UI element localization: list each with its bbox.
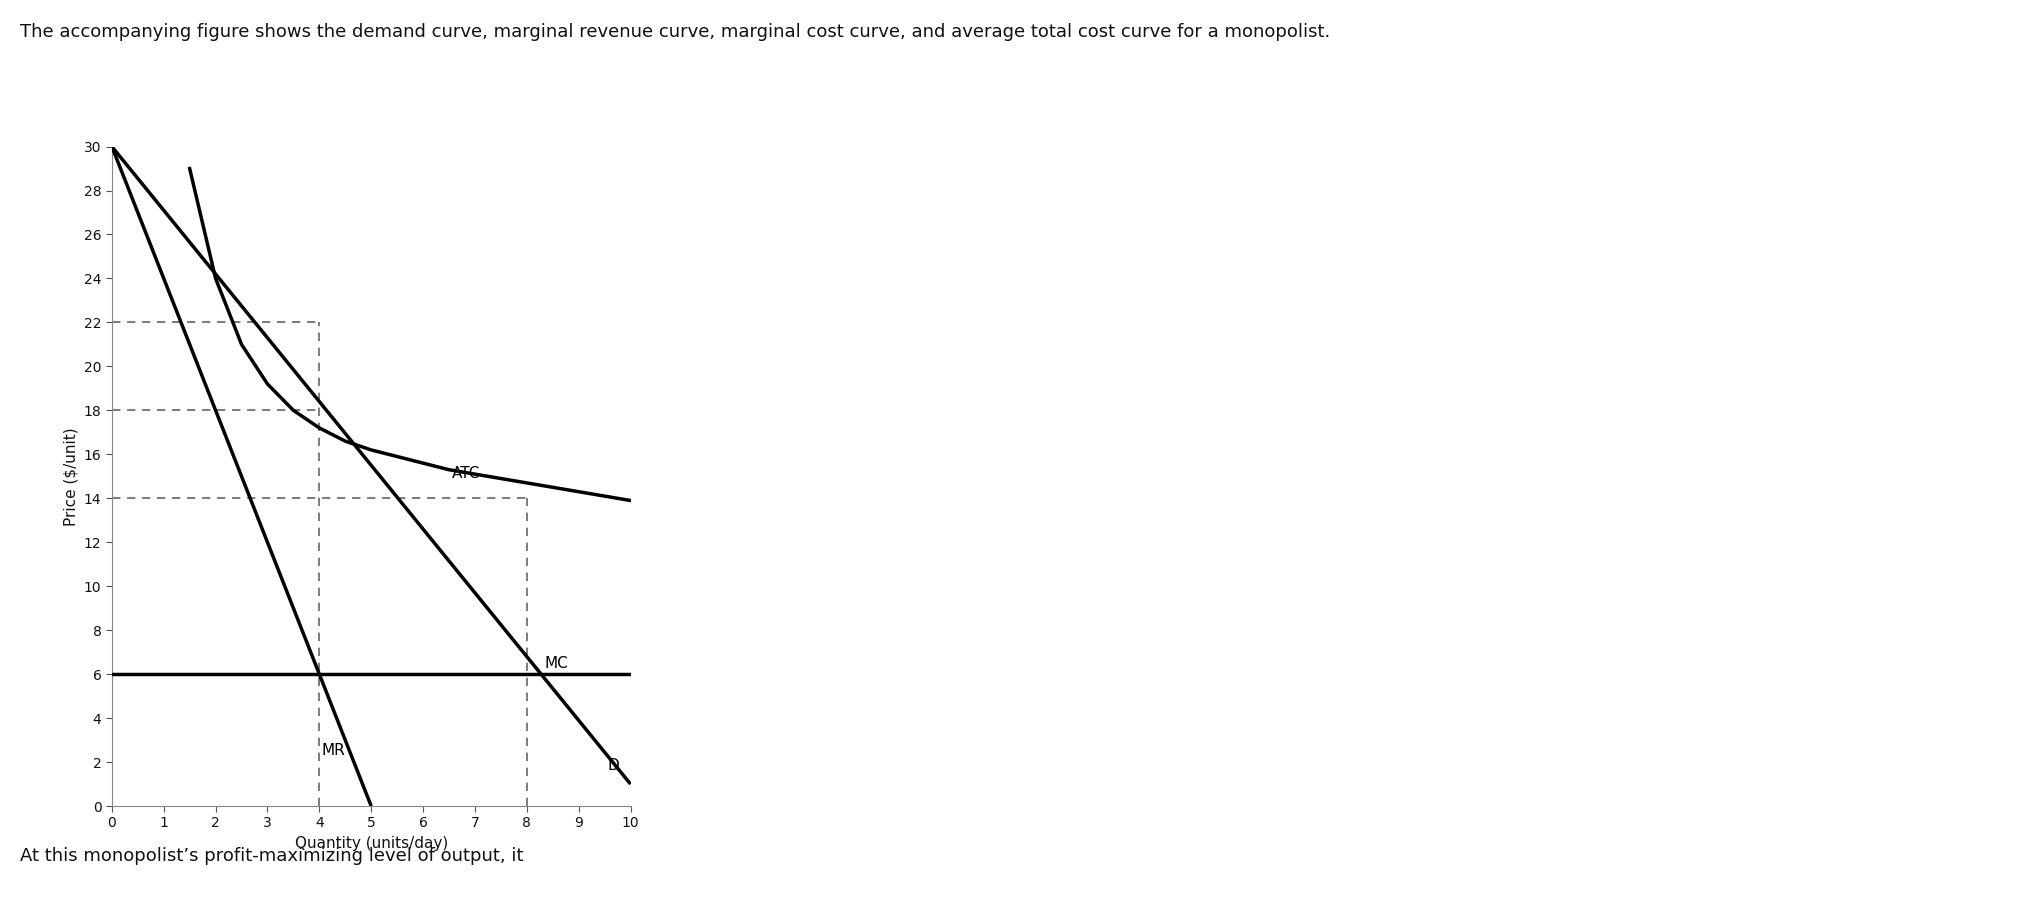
Y-axis label: Price ($/unit): Price ($/unit): [63, 427, 77, 526]
Text: MC: MC: [545, 656, 570, 671]
X-axis label: Quantity (units/day): Quantity (units/day): [295, 836, 447, 851]
Text: ATC: ATC: [452, 465, 480, 481]
Text: D: D: [608, 758, 618, 773]
Text: The accompanying figure shows the demand curve, marginal revenue curve, marginal: The accompanying figure shows the demand…: [20, 23, 1330, 41]
Text: At this monopolist’s profit-maximizing level of output, it: At this monopolist’s profit-maximizing l…: [20, 847, 525, 866]
Text: MR: MR: [321, 743, 346, 758]
